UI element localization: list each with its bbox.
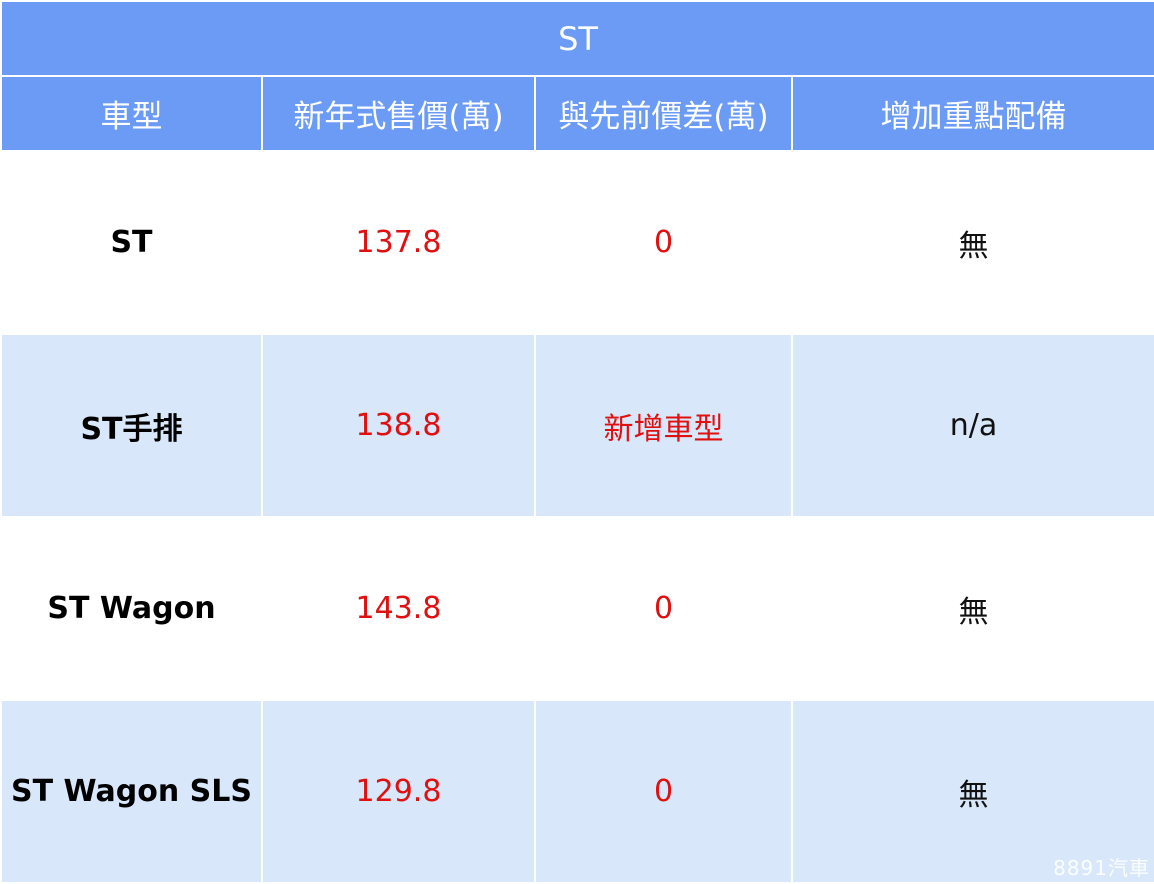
price-cell: 143.8 (261, 516, 536, 701)
header-equipment: 增加重點配備 (790, 75, 1154, 152)
diff-cell: 新增車型 (534, 333, 793, 518)
table-row: ST Wagon SLS 129.8 0 無 (0, 699, 1154, 884)
table-row: ST Wagon 143.8 0 無 (0, 516, 1154, 701)
equipment-cell: 無 (790, 150, 1154, 335)
header-model: 車型 (0, 75, 263, 152)
model-cell: ST Wagon SLS (0, 699, 263, 884)
equipment-cell: 無 (790, 516, 1154, 701)
diff-cell: 0 (534, 150, 793, 335)
equipment-cell: n/a (790, 333, 1154, 518)
model-cell: ST (0, 150, 263, 335)
price-cell: 137.8 (261, 150, 536, 335)
model-cell: ST手排 (0, 333, 263, 518)
diff-cell: 0 (534, 516, 793, 701)
table-row: ST手排 138.8 新增車型 n/a (0, 333, 1154, 518)
diff-cell: 0 (534, 699, 793, 884)
equipment-cell: 無 (790, 699, 1154, 884)
price-cell: 129.8 (261, 699, 536, 884)
header-price: 新年式售價(萬) (261, 75, 536, 152)
table-row: ST 137.8 0 無 (0, 150, 1154, 335)
table-title: ST (0, 0, 1154, 77)
price-cell: 138.8 (261, 333, 536, 518)
header-diff: 與先前價差(萬) (534, 75, 793, 152)
model-cell: ST Wagon (0, 516, 263, 701)
header-row: 車型 新年式售價(萬) 與先前價差(萬) 增加重點配備 (0, 75, 1154, 152)
watermark: 8891汽車 (1053, 856, 1150, 880)
